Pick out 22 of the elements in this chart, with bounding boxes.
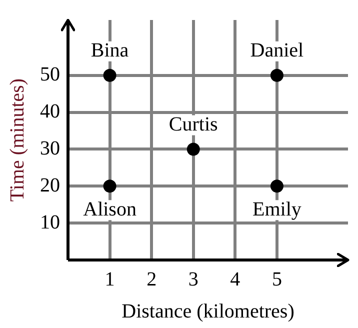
y-tick-label: 50 (40, 64, 60, 86)
y-axis-title: Time (minutes) (6, 78, 28, 202)
point (186, 142, 200, 156)
y-tick-label: 30 (40, 137, 60, 160)
point (270, 68, 284, 82)
y-tick-label: 10 (40, 211, 60, 234)
y-tick-label: 40 (40, 100, 60, 123)
x-tick-label: 2 (146, 268, 157, 290)
point (103, 180, 116, 193)
x-tick-label: 5 (272, 268, 282, 290)
x-tick-label: 1 (104, 268, 115, 290)
x-tick-label: 4 (230, 268, 240, 290)
x-tick-label: 3 (188, 268, 198, 290)
annotation: Bina (90, 40, 129, 62)
point (270, 180, 284, 193)
annotation: Daniel (250, 40, 304, 62)
annotation: Alison (83, 198, 136, 220)
annotation: Curtis (168, 113, 218, 136)
x-axis-title: Distance (kilometres) (122, 300, 294, 322)
point (103, 68, 116, 82)
annotation: Emily (252, 198, 302, 220)
y-tick-label: 20 (40, 174, 60, 196)
